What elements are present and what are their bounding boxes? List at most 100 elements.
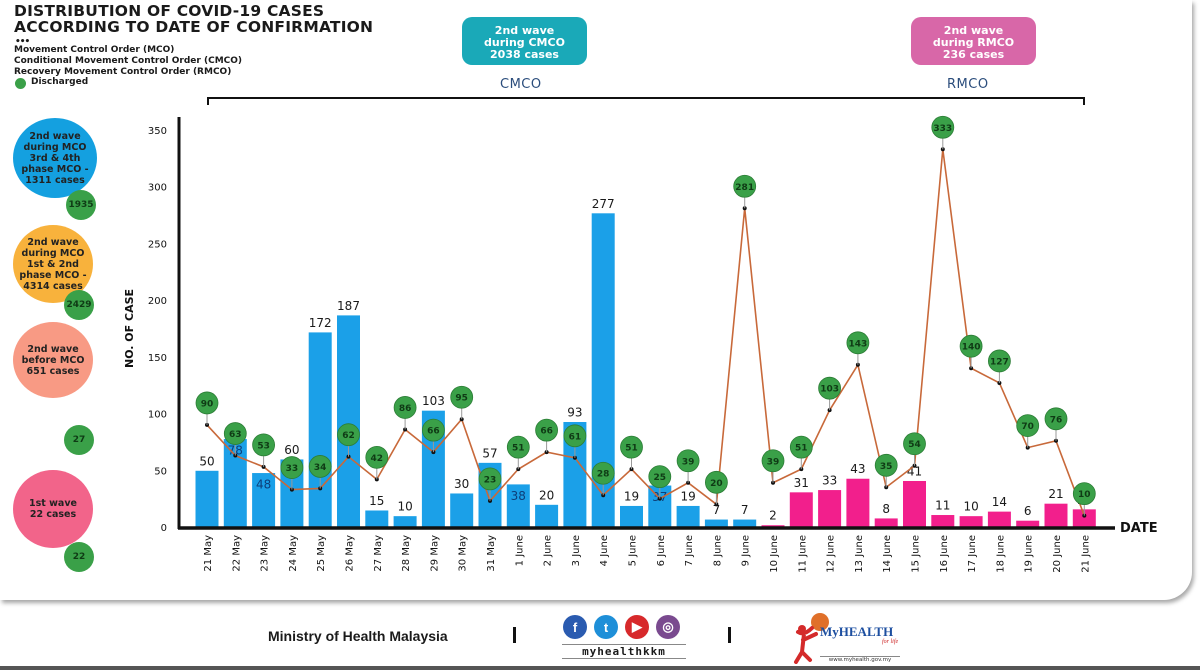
discharged-badge-value: 53 bbox=[257, 441, 270, 451]
bar-value-label: 20 bbox=[539, 488, 554, 502]
x-tick-label: 24 May bbox=[288, 535, 299, 572]
x-tick-label: 9 June bbox=[741, 535, 752, 566]
bar-25-may bbox=[307, 331, 333, 528]
x-tick-label: 31 May bbox=[486, 535, 497, 572]
x-tick-label: 13 June bbox=[854, 535, 865, 573]
wave-line: before MCO bbox=[21, 354, 85, 366]
chart-title: DISTRIBUTION OF COVID-19 CASES ACCORDING… bbox=[14, 3, 373, 35]
bar-11-june bbox=[788, 491, 814, 528]
discharged-badge-value: 61 bbox=[569, 432, 582, 442]
myhealth-url[interactable]: www.myhealth.gov.my bbox=[820, 656, 900, 663]
wave-line: 2nd wave bbox=[27, 343, 79, 355]
x-tick-label: 19 June bbox=[1024, 535, 1035, 573]
title-line-2: ACCORDING TO DATE OF CONFIRMATION bbox=[14, 18, 374, 36]
bar-value-label: 93 bbox=[567, 406, 582, 420]
x-tick-label: 20 June bbox=[1052, 535, 1063, 573]
bar-value-label: 31 bbox=[794, 476, 809, 490]
discharged-badge-value: 51 bbox=[512, 444, 525, 454]
x-tick-label: 29 May bbox=[429, 535, 440, 572]
discharged-badge-value: 42 bbox=[371, 454, 384, 464]
x-tick-label: 26 May bbox=[345, 535, 356, 572]
bar-value-label: 15 bbox=[369, 494, 384, 508]
bar-14-june bbox=[873, 517, 899, 528]
facebook-icon[interactable]: f bbox=[563, 615, 587, 639]
bar-15-june bbox=[902, 479, 927, 528]
x-tick-label: 18 June bbox=[995, 535, 1006, 573]
twitter-icon[interactable]: t bbox=[594, 615, 618, 639]
discharged-badge-value: 34 bbox=[314, 463, 327, 473]
discharged-badge-value: 95 bbox=[455, 394, 468, 404]
wave-circle-mco-3-4: 2nd wave during MCO 3rd & 4th phase MCO … bbox=[13, 118, 97, 198]
discharged-badge bbox=[705, 470, 728, 494]
discharged-badge bbox=[223, 422, 247, 445]
discharged-badge bbox=[761, 449, 785, 473]
wave-discharged-badge: 1935 bbox=[66, 190, 96, 220]
discharged-badge bbox=[365, 445, 389, 469]
youtube-icon[interactable]: ▶ bbox=[625, 615, 649, 639]
x-tick-label: 25 May bbox=[316, 535, 327, 572]
discharged-badge-value: 333 bbox=[933, 124, 952, 134]
wave-line: during MCO bbox=[21, 247, 85, 259]
discharged-badge bbox=[308, 455, 332, 478]
discharged-badge-value: 10 bbox=[1078, 490, 1091, 500]
discharged-badge-value: 39 bbox=[682, 457, 695, 467]
bar-value-label: 60 bbox=[284, 443, 299, 457]
x-axis-title: DATE bbox=[1120, 521, 1158, 536]
x-tick-label: 7 June bbox=[684, 535, 695, 566]
bar-value-label: 30 bbox=[454, 477, 469, 491]
bar-8-june bbox=[703, 518, 729, 528]
bar-12-june bbox=[817, 489, 843, 528]
myhealth-brand: MyHEALTH bbox=[820, 624, 894, 639]
bar-27-may bbox=[364, 509, 390, 528]
rmco-box-line: 2nd wave bbox=[943, 24, 1004, 37]
discharged-badge-value: 28 bbox=[597, 470, 610, 480]
wave-line: 2nd wave bbox=[29, 130, 81, 142]
bar-value-label: 172 bbox=[309, 316, 332, 330]
bar-value-label: 21 bbox=[1048, 487, 1063, 501]
bar-value-label: 14 bbox=[992, 495, 1007, 509]
wave-line: 2nd wave bbox=[27, 236, 79, 248]
wave-line: 22 cases bbox=[29, 509, 77, 520]
discharged-badge bbox=[280, 456, 304, 479]
x-tick-label: 11 June bbox=[797, 535, 808, 573]
bar-21-may bbox=[194, 469, 220, 528]
discharged-badge bbox=[1044, 407, 1068, 431]
bar-value-label: 7 bbox=[741, 503, 749, 517]
bar-value-label: 38 bbox=[511, 489, 526, 503]
x-tick-label: 22 May bbox=[231, 535, 242, 572]
x-tick-label: 4 June bbox=[599, 535, 610, 566]
x-tick-label: 1 June bbox=[514, 535, 525, 566]
social-handle[interactable]: myhealthkkm bbox=[562, 644, 686, 659]
discharged-badge bbox=[591, 461, 615, 485]
wave-line: 1st wave bbox=[29, 498, 77, 509]
legend-cmco: Conditional Movement Control Order (CMCO… bbox=[14, 56, 243, 66]
title-line-1: DISTRIBUTION OF COVID-19 CASES bbox=[14, 2, 325, 20]
discharged-badge-value: 281 bbox=[735, 183, 754, 193]
bar-value-label: 7 bbox=[713, 503, 721, 517]
divider-dots: ••• bbox=[15, 37, 30, 47]
y-tick-label: 350 bbox=[148, 126, 167, 137]
wave-circle-first-wave: 1st wave 22 cases bbox=[13, 470, 93, 548]
footer-separator bbox=[513, 627, 516, 643]
wave-line: 1st & 2nd bbox=[27, 258, 79, 270]
wave-line: 3rd & 4th bbox=[29, 152, 81, 164]
discharged-badge bbox=[818, 376, 841, 400]
bar-2-june bbox=[534, 503, 560, 528]
discharged-badge-value: 90 bbox=[201, 399, 214, 409]
discharged-badge bbox=[393, 396, 417, 419]
discharged-badge-value: 70 bbox=[1021, 422, 1034, 432]
bar-value-label: 8 bbox=[882, 502, 890, 516]
wave-line: 4314 cases bbox=[23, 280, 83, 292]
wave-line: 651 cases bbox=[26, 365, 80, 377]
bar-16-june bbox=[930, 514, 956, 528]
x-tick-label: 16 June bbox=[939, 535, 950, 573]
bar-7-june bbox=[675, 504, 701, 528]
instagram-icon[interactable]: ◎ bbox=[656, 615, 680, 639]
legend-rmco: Recovery Movement Control Order (RMCO) bbox=[14, 67, 232, 77]
discharged-badge-value: 62 bbox=[342, 431, 355, 441]
bar-value-label: 33 bbox=[822, 474, 837, 488]
bar-value-label: 6 bbox=[1024, 504, 1032, 518]
cmco-box-line: during CMCO bbox=[484, 36, 565, 49]
discharged-badge bbox=[988, 349, 1011, 373]
discharged-badge-value: 54 bbox=[908, 440, 921, 450]
